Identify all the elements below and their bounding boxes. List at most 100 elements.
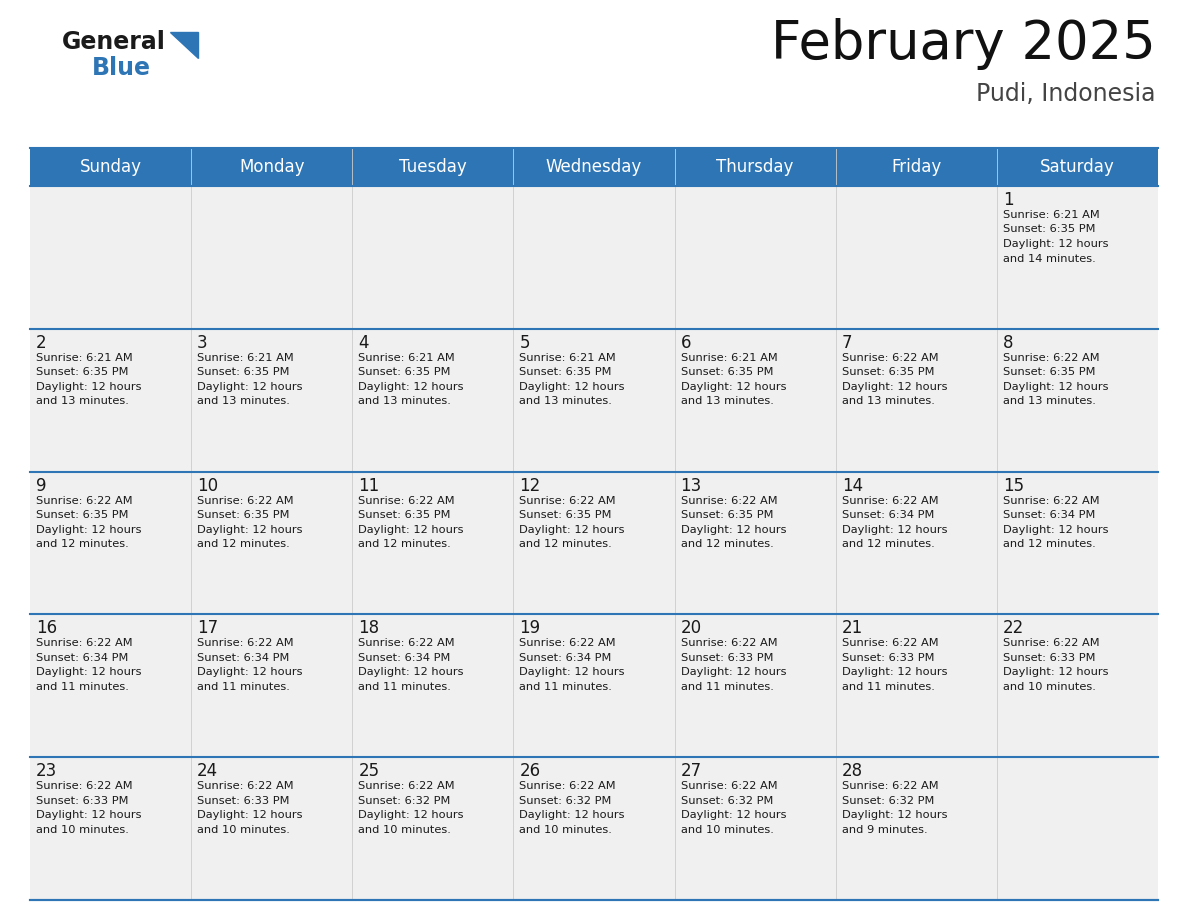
Text: 24: 24 (197, 762, 219, 780)
Text: 20: 20 (681, 620, 702, 637)
Text: Daylight: 12 hours: Daylight: 12 hours (36, 382, 141, 392)
Text: and 11 minutes.: and 11 minutes. (359, 682, 451, 692)
Text: 26: 26 (519, 762, 541, 780)
Text: Sunset: 6:34 PM: Sunset: 6:34 PM (842, 510, 934, 521)
Text: Daylight: 12 hours: Daylight: 12 hours (842, 667, 947, 677)
Text: 17: 17 (197, 620, 219, 637)
Text: Sunset: 6:32 PM: Sunset: 6:32 PM (519, 796, 612, 806)
Text: and 10 minutes.: and 10 minutes. (1003, 682, 1095, 692)
Text: Sunrise: 6:22 AM: Sunrise: 6:22 AM (1003, 353, 1099, 363)
Text: Sunrise: 6:22 AM: Sunrise: 6:22 AM (519, 496, 617, 506)
Text: Sunrise: 6:22 AM: Sunrise: 6:22 AM (681, 496, 777, 506)
Text: and 10 minutes.: and 10 minutes. (197, 824, 290, 834)
Polygon shape (170, 32, 198, 58)
Text: Sunset: 6:35 PM: Sunset: 6:35 PM (519, 510, 612, 521)
Text: 4: 4 (359, 334, 368, 352)
Text: Sunset: 6:35 PM: Sunset: 6:35 PM (519, 367, 612, 377)
Text: 2: 2 (36, 334, 46, 352)
Text: and 13 minutes.: and 13 minutes. (359, 397, 451, 407)
Text: Thursday: Thursday (716, 158, 794, 176)
Bar (30, 757, 1158, 900)
Text: 9: 9 (36, 476, 46, 495)
Text: 18: 18 (359, 620, 379, 637)
Text: Sunrise: 6:22 AM: Sunrise: 6:22 AM (842, 781, 939, 791)
Text: Sunset: 6:34 PM: Sunset: 6:34 PM (1003, 510, 1095, 521)
Text: Daylight: 12 hours: Daylight: 12 hours (1003, 239, 1108, 249)
Text: Daylight: 12 hours: Daylight: 12 hours (519, 667, 625, 677)
Text: Daylight: 12 hours: Daylight: 12 hours (681, 382, 786, 392)
Text: Daylight: 12 hours: Daylight: 12 hours (1003, 382, 1108, 392)
Text: Daylight: 12 hours: Daylight: 12 hours (681, 667, 786, 677)
Text: Daylight: 12 hours: Daylight: 12 hours (197, 524, 303, 534)
Text: and 11 minutes.: and 11 minutes. (519, 682, 612, 692)
Text: Sunrise: 6:21 AM: Sunrise: 6:21 AM (1003, 210, 1100, 220)
Text: and 10 minutes.: and 10 minutes. (359, 824, 451, 834)
Text: Daylight: 12 hours: Daylight: 12 hours (197, 382, 303, 392)
Bar (30, 329, 1158, 472)
Text: Sunrise: 6:21 AM: Sunrise: 6:21 AM (36, 353, 133, 363)
Text: Daylight: 12 hours: Daylight: 12 hours (197, 811, 303, 820)
Text: Daylight: 12 hours: Daylight: 12 hours (359, 667, 463, 677)
Text: and 11 minutes.: and 11 minutes. (842, 682, 935, 692)
Text: Daylight: 12 hours: Daylight: 12 hours (681, 524, 786, 534)
Text: 1: 1 (1003, 191, 1013, 209)
Text: Sunset: 6:32 PM: Sunset: 6:32 PM (681, 796, 773, 806)
Text: Sunrise: 6:22 AM: Sunrise: 6:22 AM (519, 638, 617, 648)
Text: 16: 16 (36, 620, 57, 637)
Text: 15: 15 (1003, 476, 1024, 495)
Text: Sunset: 6:35 PM: Sunset: 6:35 PM (842, 367, 934, 377)
Text: Sunrise: 6:22 AM: Sunrise: 6:22 AM (842, 496, 939, 506)
Text: Sunset: 6:33 PM: Sunset: 6:33 PM (1003, 653, 1095, 663)
Text: Sunrise: 6:22 AM: Sunrise: 6:22 AM (36, 496, 133, 506)
Text: and 11 minutes.: and 11 minutes. (36, 682, 128, 692)
Text: and 12 minutes.: and 12 minutes. (197, 539, 290, 549)
Text: Saturday: Saturday (1040, 158, 1114, 176)
Text: 14: 14 (842, 476, 862, 495)
Text: Sunset: 6:35 PM: Sunset: 6:35 PM (36, 510, 128, 521)
Text: Sunset: 6:35 PM: Sunset: 6:35 PM (197, 367, 290, 377)
Text: Daylight: 12 hours: Daylight: 12 hours (359, 524, 463, 534)
Text: and 12 minutes.: and 12 minutes. (681, 539, 773, 549)
Text: Tuesday: Tuesday (399, 158, 467, 176)
Text: Sunrise: 6:22 AM: Sunrise: 6:22 AM (197, 638, 293, 648)
Bar (30, 186, 1158, 329)
Text: Monday: Monday (239, 158, 304, 176)
Text: and 13 minutes.: and 13 minutes. (519, 397, 612, 407)
Text: Daylight: 12 hours: Daylight: 12 hours (36, 524, 141, 534)
Text: Sunrise: 6:22 AM: Sunrise: 6:22 AM (359, 638, 455, 648)
Text: Sunrise: 6:22 AM: Sunrise: 6:22 AM (842, 353, 939, 363)
Text: and 12 minutes.: and 12 minutes. (36, 539, 128, 549)
Text: 12: 12 (519, 476, 541, 495)
Text: General: General (62, 30, 166, 54)
Text: Daylight: 12 hours: Daylight: 12 hours (842, 524, 947, 534)
Text: and 9 minutes.: and 9 minutes. (842, 824, 928, 834)
Text: and 14 minutes.: and 14 minutes. (1003, 253, 1095, 263)
Text: Daylight: 12 hours: Daylight: 12 hours (519, 382, 625, 392)
Text: Sunrise: 6:22 AM: Sunrise: 6:22 AM (197, 781, 293, 791)
Text: Sunset: 6:33 PM: Sunset: 6:33 PM (681, 653, 773, 663)
Text: Sunrise: 6:22 AM: Sunrise: 6:22 AM (681, 781, 777, 791)
Text: and 13 minutes.: and 13 minutes. (842, 397, 935, 407)
Text: Sunrise: 6:22 AM: Sunrise: 6:22 AM (1003, 496, 1099, 506)
Bar (30, 614, 1158, 757)
Text: and 12 minutes.: and 12 minutes. (1003, 539, 1095, 549)
Text: and 10 minutes.: and 10 minutes. (681, 824, 773, 834)
Text: Sunrise: 6:21 AM: Sunrise: 6:21 AM (197, 353, 293, 363)
Text: Sunset: 6:35 PM: Sunset: 6:35 PM (1003, 367, 1095, 377)
Text: Sunset: 6:34 PM: Sunset: 6:34 PM (197, 653, 290, 663)
Text: 21: 21 (842, 620, 862, 637)
Text: Daylight: 12 hours: Daylight: 12 hours (681, 811, 786, 820)
Text: Sunrise: 6:22 AM: Sunrise: 6:22 AM (842, 638, 939, 648)
Text: and 12 minutes.: and 12 minutes. (519, 539, 612, 549)
Text: Sunrise: 6:21 AM: Sunrise: 6:21 AM (359, 353, 455, 363)
Text: and 10 minutes.: and 10 minutes. (519, 824, 612, 834)
Text: Sunrise: 6:21 AM: Sunrise: 6:21 AM (519, 353, 617, 363)
Text: 28: 28 (842, 762, 862, 780)
Text: and 13 minutes.: and 13 minutes. (197, 397, 290, 407)
Text: Sunset: 6:32 PM: Sunset: 6:32 PM (359, 796, 450, 806)
Text: Daylight: 12 hours: Daylight: 12 hours (519, 811, 625, 820)
Text: Wednesday: Wednesday (545, 158, 643, 176)
Text: Sunset: 6:32 PM: Sunset: 6:32 PM (842, 796, 934, 806)
Text: Daylight: 12 hours: Daylight: 12 hours (197, 667, 303, 677)
Text: and 11 minutes.: and 11 minutes. (681, 682, 773, 692)
